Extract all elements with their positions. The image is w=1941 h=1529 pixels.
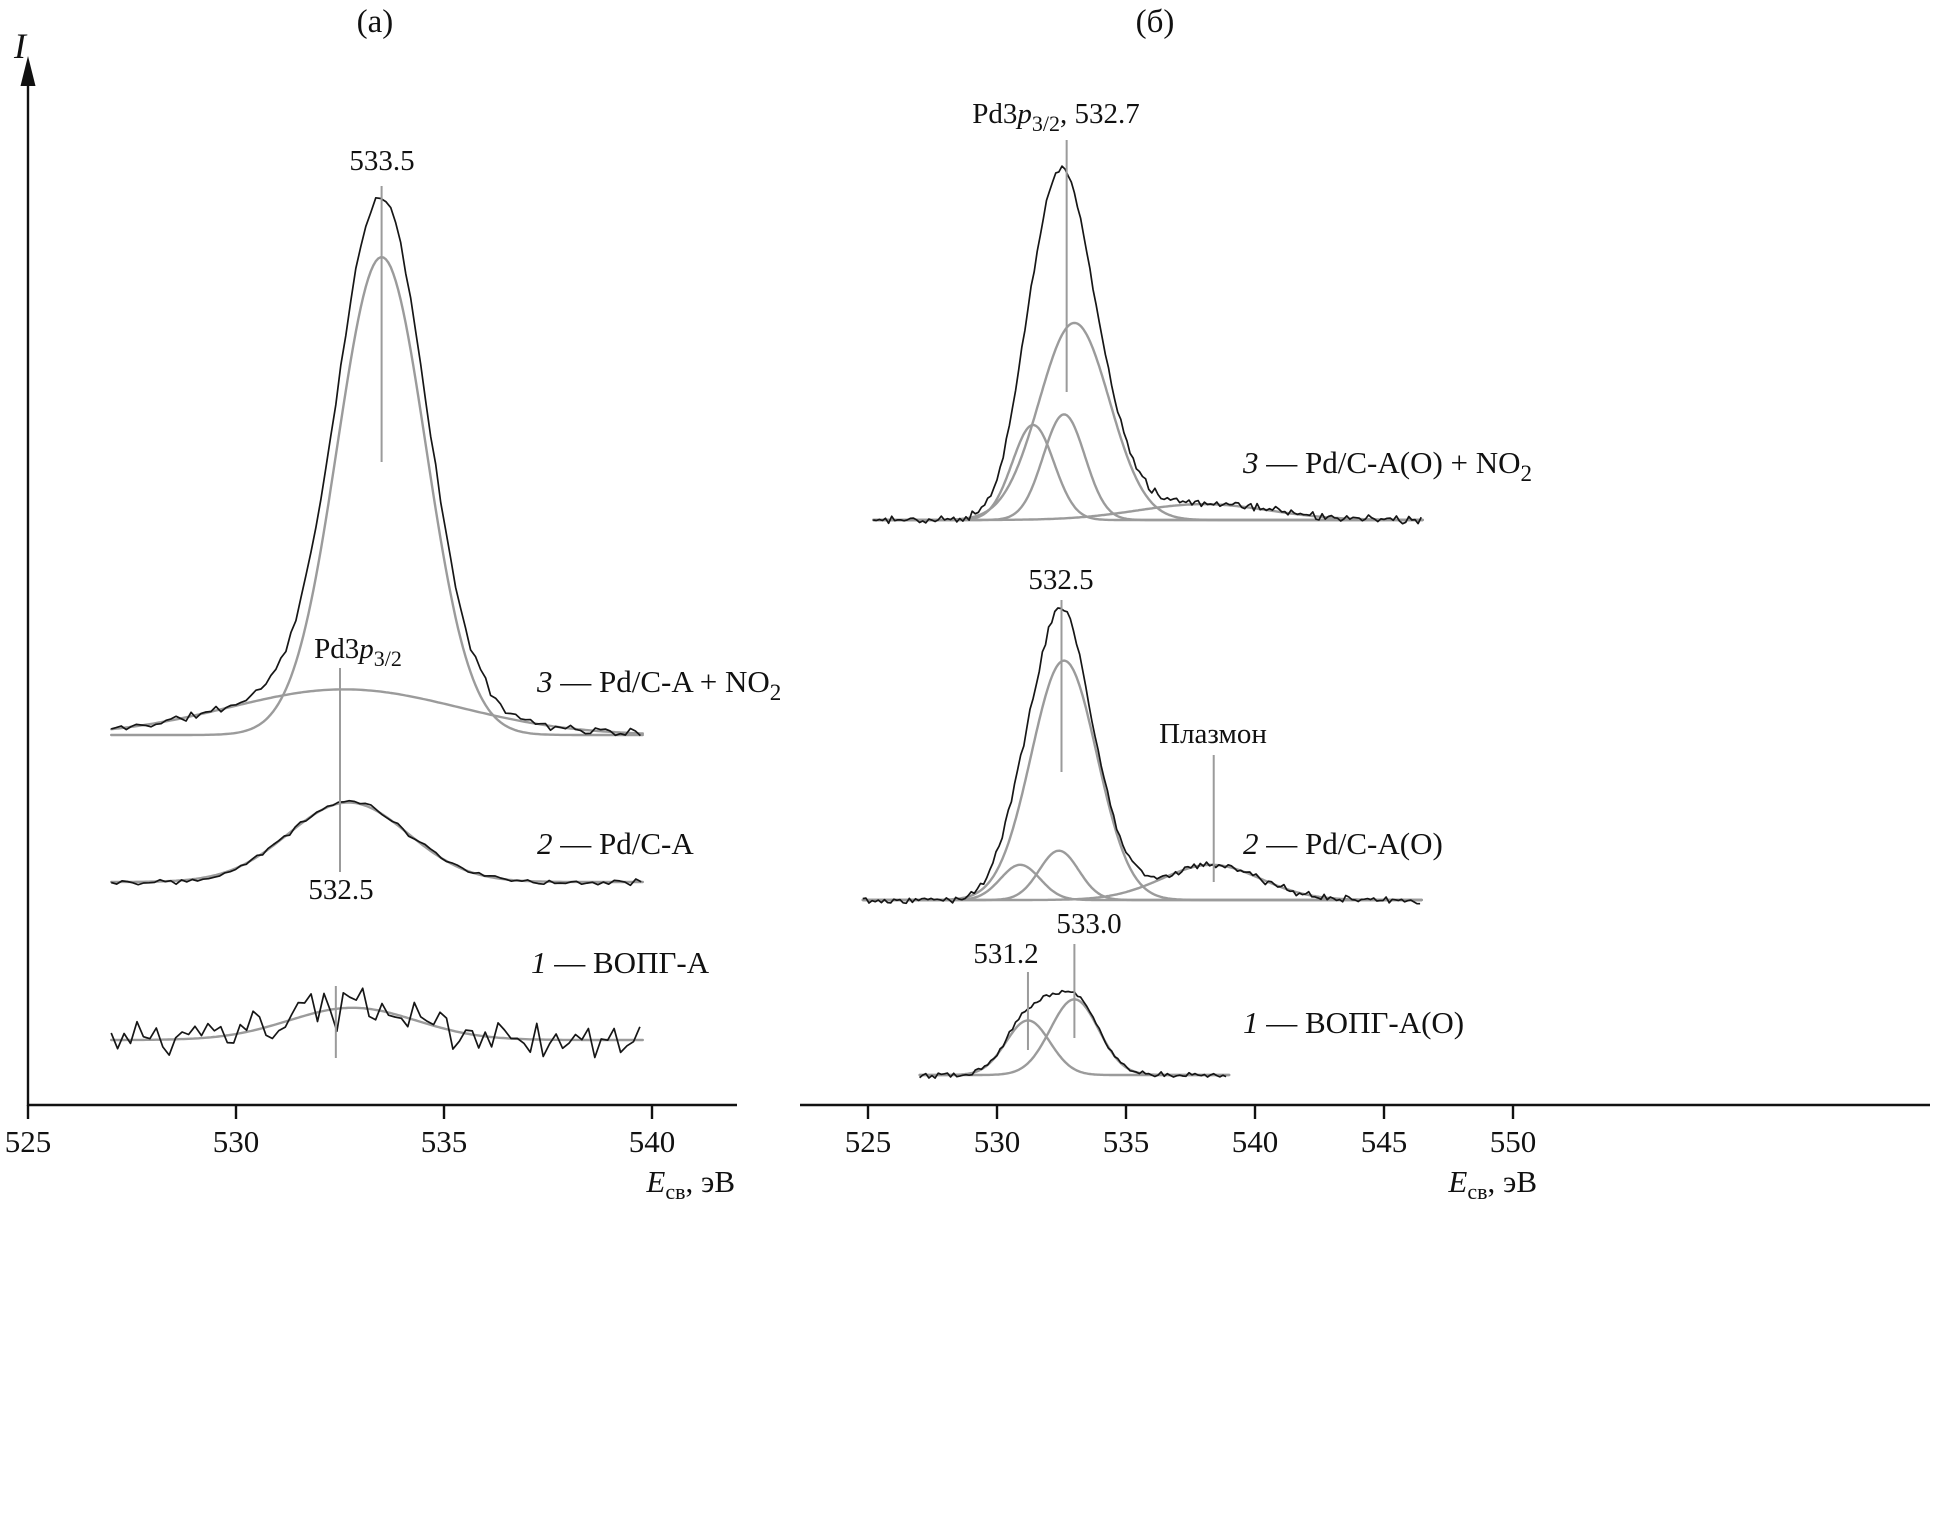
annotation-peak-531-2: 531.2: [973, 938, 1038, 970]
fit-component-a1-0: [110, 1006, 644, 1042]
panel-b-title: (б): [1136, 4, 1175, 40]
x-tick-label: 530: [213, 1124, 260, 1159]
fit-component-b2-1: [861, 863, 1423, 902]
annotation-peak-533-5: 533.5: [349, 145, 414, 177]
y-axis-arrow-icon: [20, 56, 36, 86]
fit-component-b2-3: [861, 863, 1423, 902]
spectrum-trace-b3: [873, 165, 1422, 525]
x-tick-label: 525: [845, 1124, 892, 1159]
spectrum-trace-a2: [110, 799, 642, 887]
spectrum-trace-a1: [110, 987, 641, 1059]
annotation-peak-533-0: 533.0: [1056, 908, 1121, 940]
spectrum-trace-a3: [110, 196, 641, 737]
annotation-pd3p-a: Pd3p3/2: [314, 633, 402, 671]
panel-a: (а) I 525 530 535 540 533.5 Pd3p3/2 532.5 3…: [5, 4, 782, 1204]
x-tick-label: 535: [1103, 1124, 1150, 1159]
peak-markers-b: [1026, 140, 1215, 1050]
y-axis-label: I: [13, 26, 28, 66]
x-ticks-a: 525 530 535 540: [5, 1105, 676, 1159]
x-axis-label-b: Eсв, эВ: [1447, 1164, 1537, 1204]
spectrum-trace-b1: [919, 989, 1227, 1079]
curves-b: [861, 165, 1424, 1079]
x-tick-label: 545: [1361, 1124, 1408, 1159]
curves-a: [110, 196, 644, 1059]
series-label-b1: 1 — ВОПГ-А(O): [1243, 1005, 1464, 1040]
fit-component-b3-3: [872, 503, 1424, 522]
panel-b: (б) 525 530 535 540 545 550 Pd3p3/2, 532.7 53…: [800, 4, 1930, 1204]
x-tick-label: 540: [629, 1124, 676, 1159]
annotation-peak-b-532-5: 532.5: [1028, 564, 1093, 596]
fit-component-a3-0: [110, 256, 644, 737]
series-label-b3: 3 — Pd/C-A(O) + NO2: [1242, 445, 1532, 486]
panel-a-title: (а): [357, 4, 394, 40]
series-label-a3: 3 — Pd/C-A + NO2: [536, 664, 781, 705]
series-label-a2: 2 — Pd/C-A: [537, 826, 694, 861]
x-axis-label-a: Eсв, эВ: [645, 1164, 735, 1204]
fit-component-b3-0: [872, 321, 1424, 522]
series-label-a1: 1 — ВОПГ-А: [531, 945, 710, 980]
x-tick-label: 525: [5, 1124, 52, 1159]
spectrum-trace-b2: [862, 607, 1421, 905]
annotation-plasmon: Плазмон: [1159, 718, 1267, 750]
x-ticks-b: 525 530 535 540 545 550: [845, 1105, 1537, 1159]
x-tick-label: 550: [1490, 1124, 1537, 1159]
series-label-b2: 2 — Pd/C-A(O): [1243, 826, 1443, 861]
annotation-peak-532-5: 532.5: [308, 874, 373, 906]
x-tick-label: 535: [421, 1124, 468, 1159]
fit-component-b2-0: [861, 659, 1423, 902]
x-tick-label: 530: [974, 1124, 1021, 1159]
annotation-pd3p-b: Pd3p3/2, 532.7: [972, 98, 1140, 136]
peak-markers-a: [334, 186, 383, 1058]
x-tick-label: 540: [1232, 1124, 1279, 1159]
